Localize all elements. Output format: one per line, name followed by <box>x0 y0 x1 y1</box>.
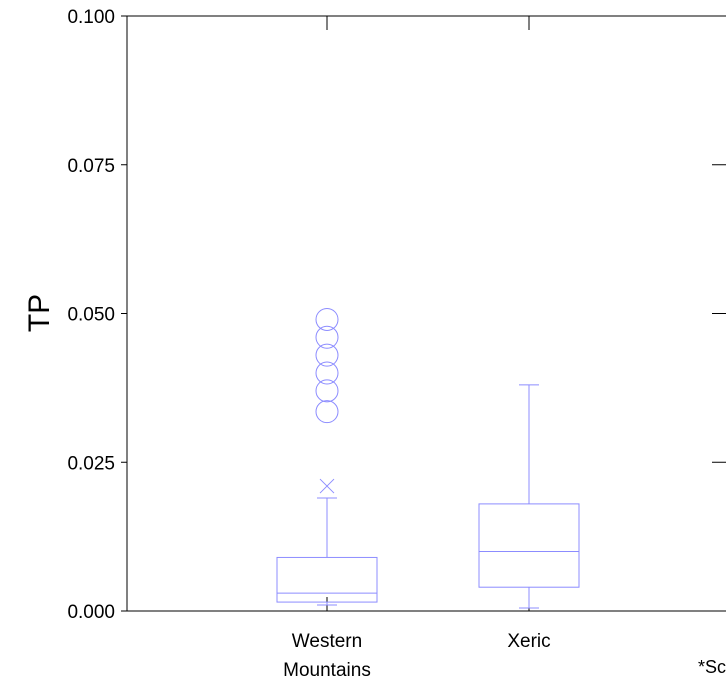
footnote: *Sc <box>698 657 726 677</box>
box-iqr <box>478 503 580 588</box>
outlier-point <box>315 379 339 403</box>
x-category-label: Mountains <box>283 660 371 681</box>
outlier-point <box>315 361 339 385</box>
box-iqr <box>276 556 378 603</box>
outlier-point <box>315 400 339 424</box>
x-axis-labels: Western Mountains Xeric <box>283 631 550 681</box>
y-tick-label: 0.050 <box>67 305 115 326</box>
box-series <box>276 16 580 611</box>
outlier-point <box>315 325 339 349</box>
outlier-point <box>315 343 339 367</box>
box-0 <box>276 16 378 611</box>
far-outlier-mark <box>319 478 335 494</box>
y-tick-label: 0.075 <box>67 156 115 177</box>
x-category-label: Western <box>292 631 362 652</box>
y-axis-ticks: 0.000 0.025 0.050 0.075 0.100 <box>67 7 726 623</box>
y-axis-label: TP <box>23 294 56 332</box>
outlier-point <box>315 307 339 331</box>
axes <box>126 15 726 612</box>
y-tick-label: 0.100 <box>67 7 115 28</box>
y-tick-label: 0.000 <box>67 602 115 623</box>
x-category-label: Xeric <box>507 631 550 652</box>
y-tick-label: 0.025 <box>67 453 115 474</box>
box-1 <box>478 16 580 611</box>
